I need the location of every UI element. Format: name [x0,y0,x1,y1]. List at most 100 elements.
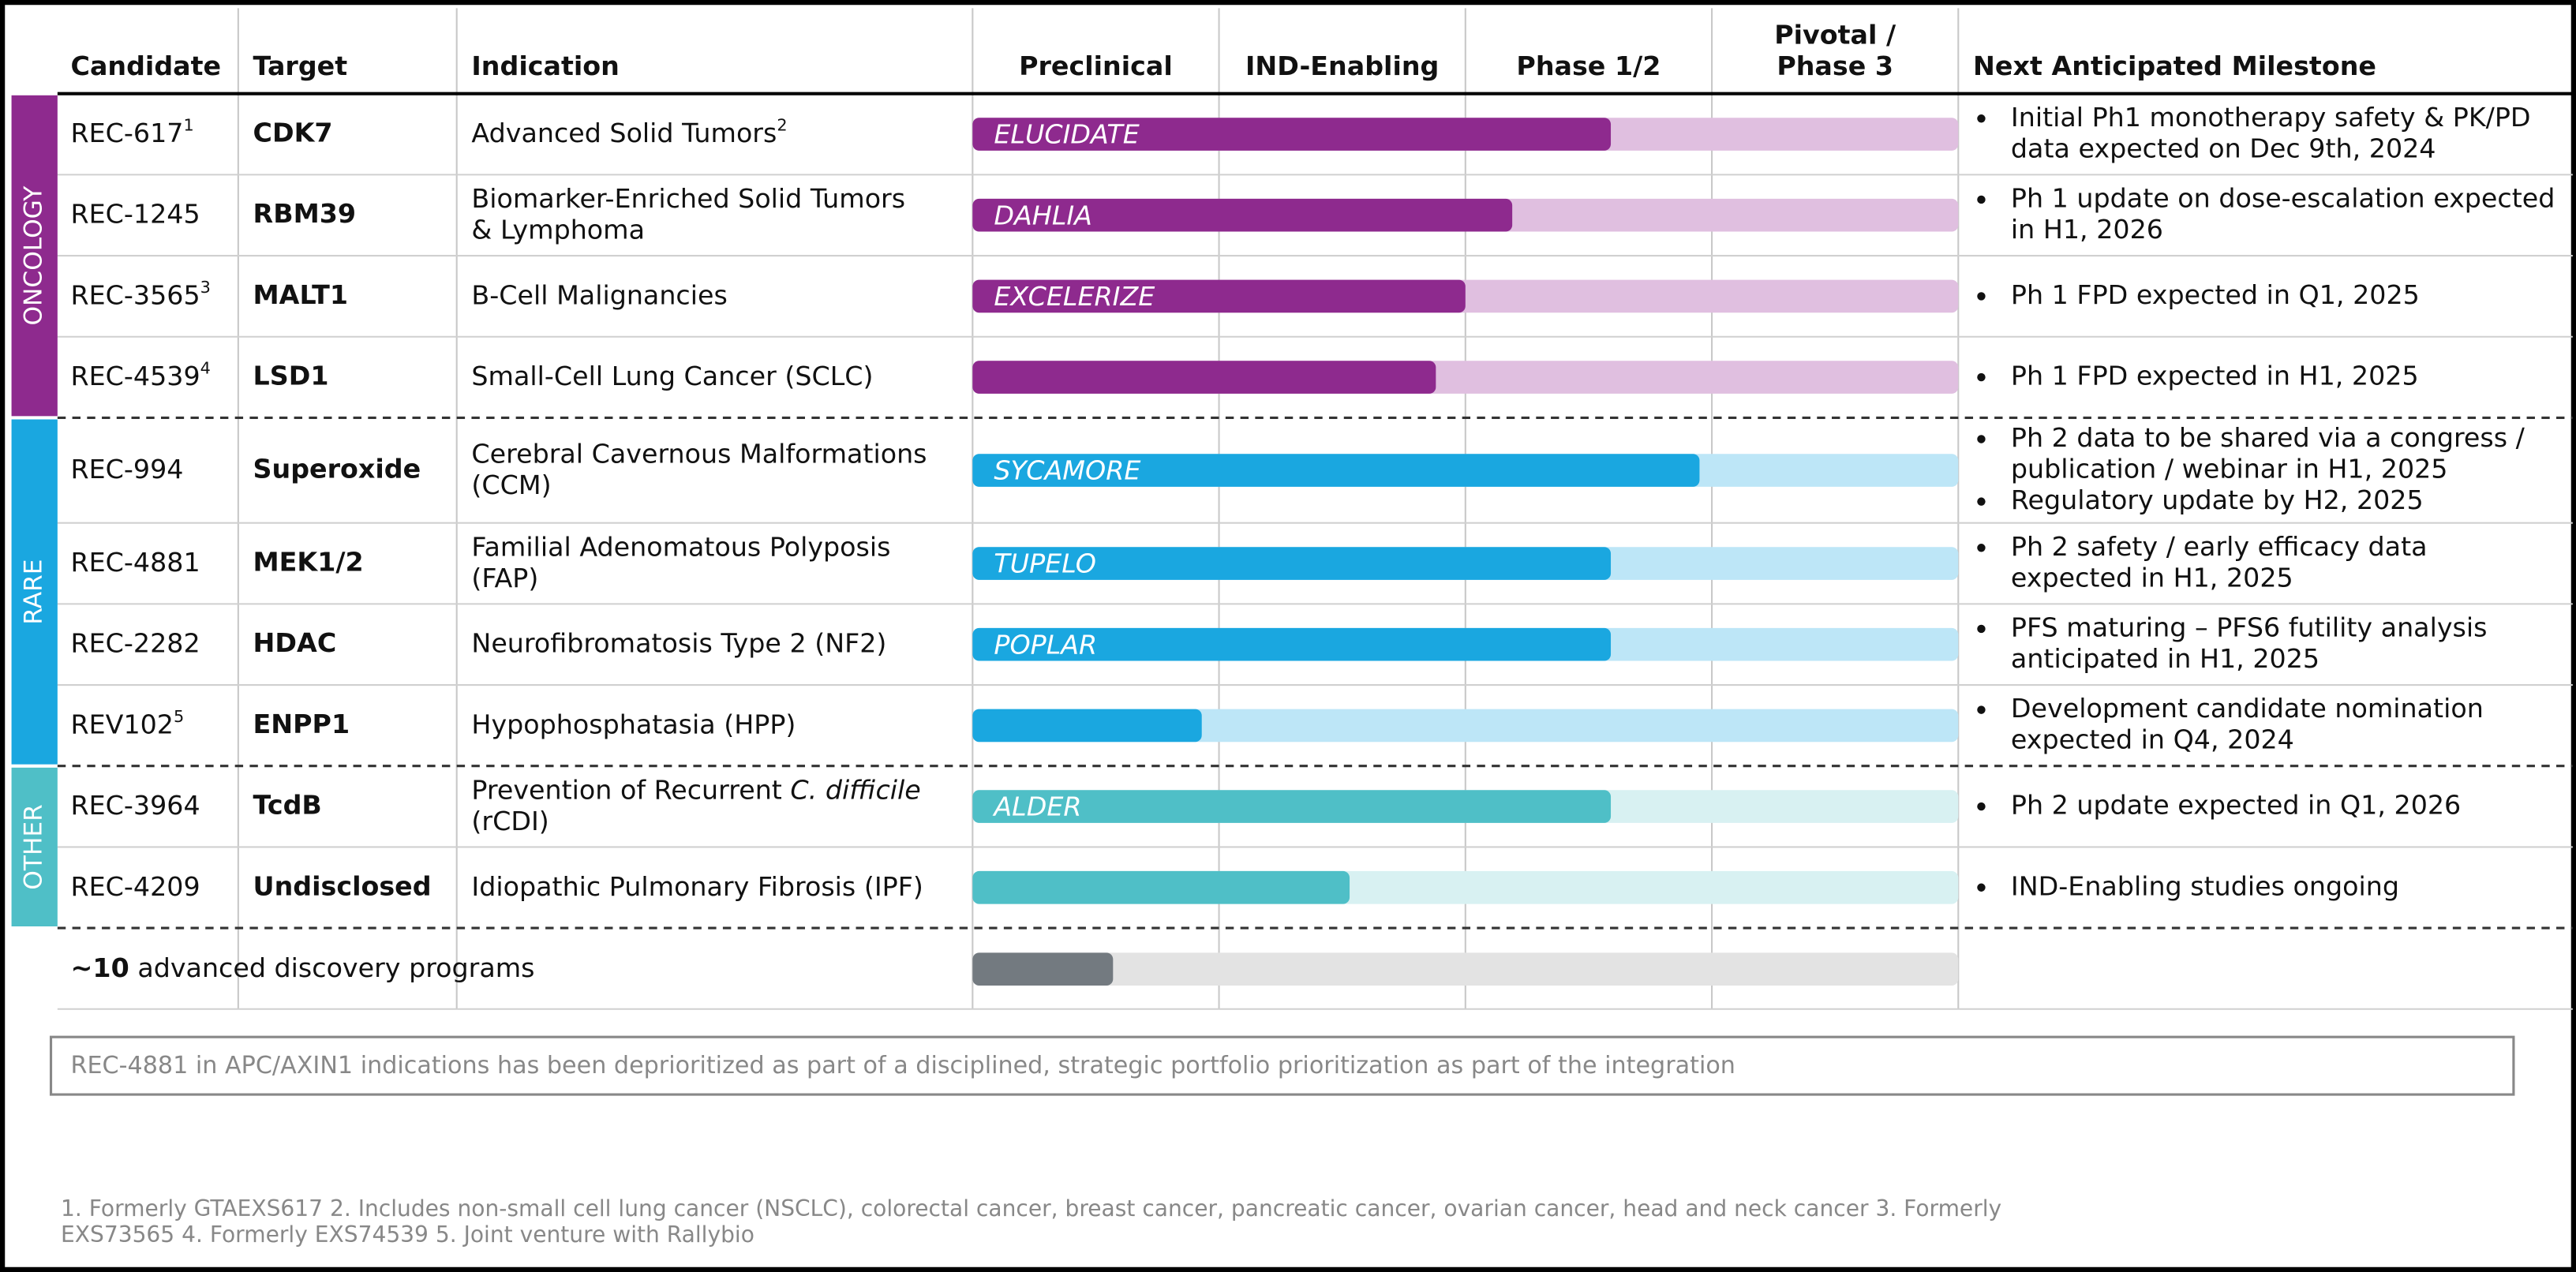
candidate: REC-45394 [71,359,211,391]
trial-name: EXCELERIZE [994,281,1155,312]
target: TcdB [253,790,322,821]
milestone: IND-Enabling studies ongoing [2011,870,2399,901]
candidate: REC-1245 [71,198,200,229]
target: Superoxide [253,454,421,484]
candidate-id: REC-2282 [71,627,200,658]
group-band [11,767,58,927]
candidate-id: REC-3565 [71,279,200,310]
bullet [1977,802,1986,811]
target: Undisclosed [253,870,432,901]
milestone: Ph 2 data to be shared via a congress / [2011,422,2525,453]
indication-text: Biomarker-Enriched Solid Tumors [471,182,905,213]
progress-bar [972,118,1612,151]
note-box [49,1035,2515,1096]
milestone: Ph 1 FPD expected in Q1, 2025 [2011,279,2420,310]
footnote-ref: 2 [777,116,787,135]
milestone: data expected on Dec 9th, 2024 [2011,133,2436,163]
progress-bar [972,547,1612,580]
group-label: ONCOLOGY [20,185,48,326]
indication-text: Idiopathic Pulmonary Fibrosis (IPF) [471,870,923,901]
bar-track [972,952,1959,986]
progress-bar [972,454,1700,487]
indication-text: (FAP) [471,562,538,593]
bullet [1977,372,1986,382]
trial-name: DAHLIA [994,200,1092,230]
progress-bar [972,361,1436,394]
progress-bar [972,952,1114,986]
target: CDK7 [253,118,333,148]
milestone: PFS maturing – PFS6 futility analysis [2011,612,2488,642]
candidate: REV1025 [71,707,185,739]
milestone: anticipated in H1, 2025 [2011,643,2320,674]
indication: Biomarker-Enriched Solid Tumors [471,182,905,213]
candidate-id: REC-1245 [71,198,200,229]
candidate-id: REV102 [71,709,174,739]
header-stage: Phase 1/2 [1516,51,1661,81]
header-stage: Preclinical [1019,51,1173,81]
indication: & Lymphoma [471,214,645,245]
milestone: Ph 2 update expected in Q1, 2026 [2011,790,2461,821]
bullet [1977,114,1986,123]
progress-bar [972,709,1202,743]
bullet [1977,292,1986,301]
group-label: RARE [20,559,48,624]
candidate-id: REC-994 [71,454,184,484]
candidate: REC-35653 [71,278,211,310]
candidate-id: REC-4539 [71,361,200,391]
milestone: Ph 1 update on dose-escalation expected [2011,182,2555,213]
target: MEK1/2 [253,547,364,578]
footnote-ref: 5 [174,707,184,726]
indication-text: & Lymphoma [471,214,645,245]
milestone: in H1, 2026 [2011,214,2163,245]
indication-text: (rCDI) [471,805,549,836]
indication: Hypophosphatasia (HPP) [471,709,796,739]
discovery-text: advanced discovery programs [129,952,535,983]
milestone: Initial Ph1 monotherapy safety & PK/PD [2011,102,2531,133]
indication-text: Neurofibromatosis Type 2 (NF2) [471,627,886,658]
trial-name: TUPELO [994,548,1096,579]
bullet [1977,497,1986,506]
progress-bar [972,790,1612,823]
bullet [1977,883,1986,892]
milestone: expected in Q4, 2024 [2011,724,2294,755]
indication-text: Familial Adenomatous Polyposis [471,531,890,562]
header-milestone: Next Anticipated Milestone [1973,51,2376,81]
footnote-ref: 3 [200,278,211,297]
progress-bar [972,198,1513,232]
candidate: REC-3964 [71,790,200,821]
trial-name: ALDER [992,791,1081,822]
candidate-id: REC-4209 [71,870,200,901]
trial-name: SYCAMORE [994,455,1140,486]
discovery: ~10 advanced discovery programs [71,952,535,983]
footnote-ref: 4 [200,359,211,378]
milestone: Regulatory update by H2, 2025 [2011,484,2424,515]
footnote: 1. Formerly GTAEXS617 2. Includes non-sm… [61,1195,2001,1221]
candidate-id: REC-3964 [71,790,200,821]
bullet [1977,435,1986,443]
target: LSD1 [253,361,329,391]
header-stage: IND-Enabling [1245,51,1439,81]
indication: Advanced Solid Tumors2 [471,116,787,148]
indication: B-Cell Malignancies [471,279,727,310]
bullet [1977,705,1986,714]
target: MALT1 [253,279,348,310]
note: REC-4881 in APC/AXIN1 indications has be… [71,1052,1735,1079]
indication: (FAP) [471,562,538,593]
group-label: OTHER [20,804,48,890]
candidate: REC-2282 [71,627,200,658]
bullet [1977,544,1986,552]
indication-italic: C. difficile [790,774,920,805]
progress-bar [972,870,1350,904]
milestone: Development candidate nomination [2011,693,2484,724]
bullet [1977,624,1986,634]
indication-text: B-Cell Malignancies [471,279,727,310]
indication-text: Hypophosphatasia (HPP) [471,709,796,739]
milestone: Ph 2 safety / early efficacy data [2011,531,2428,562]
header-target: Target [253,51,348,81]
target: RBM39 [253,198,356,229]
indication: (CCM) [471,469,551,499]
group-band [11,95,58,417]
indication: Cerebral Cavernous Malformations [471,438,927,469]
discovery-count: ~10 [71,952,129,983]
